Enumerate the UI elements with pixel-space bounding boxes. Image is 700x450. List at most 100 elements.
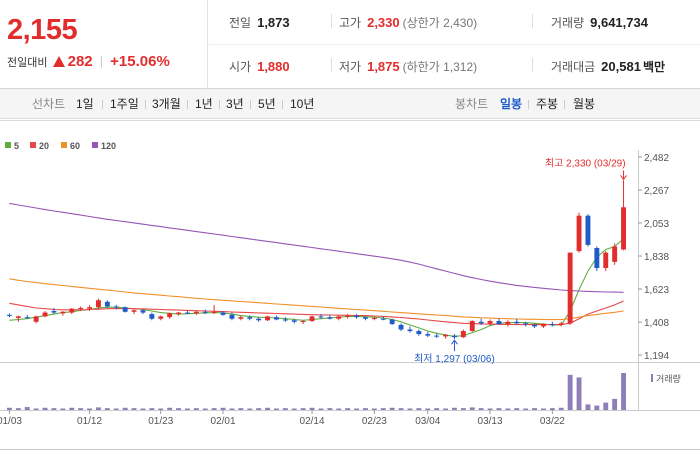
candle-body bbox=[336, 316, 342, 319]
monthly-candle-button[interactable]: 월봉 bbox=[573, 97, 596, 111]
candle-body bbox=[380, 318, 386, 320]
volume-bar bbox=[532, 408, 537, 410]
volume-bar bbox=[211, 408, 217, 410]
volume-bar bbox=[523, 408, 529, 410]
candle-body bbox=[69, 308, 75, 313]
candle-body bbox=[238, 317, 244, 319]
candle-body bbox=[389, 319, 395, 325]
date-tick-label: 02/01 bbox=[211, 416, 236, 427]
candle-body bbox=[291, 320, 297, 322]
period-10y-button[interactable]: 10년 bbox=[290, 97, 315, 111]
divider bbox=[187, 100, 188, 109]
prev-close-cell: 전일 1,873 bbox=[229, 15, 290, 31]
candle-body bbox=[612, 246, 618, 262]
ma-line-60 bbox=[9, 278, 624, 321]
prev-close-value: 1,873 bbox=[257, 15, 290, 30]
volume-bar bbox=[51, 408, 57, 410]
weekly-candle-button[interactable]: 주봉 bbox=[536, 97, 559, 111]
current-price: 2,155 bbox=[7, 14, 78, 46]
candle-body bbox=[60, 311, 66, 314]
date-tick-label: 03/13 bbox=[478, 416, 503, 427]
candle-body bbox=[7, 314, 12, 316]
change-percent: +15.06% bbox=[110, 53, 170, 70]
candle-body bbox=[363, 317, 368, 319]
volume-bar bbox=[327, 408, 333, 410]
volume-bar bbox=[167, 407, 173, 410]
volume-bar bbox=[425, 408, 431, 410]
candle-body bbox=[327, 317, 333, 319]
ma-line-120 bbox=[9, 202, 624, 293]
volume-bar bbox=[460, 408, 466, 410]
volume-bar bbox=[514, 408, 520, 410]
volume-bar bbox=[621, 373, 626, 410]
volume-bar bbox=[576, 377, 582, 410]
period-3m-button[interactable]: 3개월 bbox=[152, 97, 181, 111]
price-chart-area: 5 20 60 120 최고 2,330 (03/29) 최저 1,297 (03/06… bbox=[0, 120, 700, 450]
period-1w-button[interactable]: 1주일 bbox=[110, 97, 139, 111]
price-tick-label: 1,194 bbox=[644, 351, 669, 362]
volume-bar bbox=[202, 408, 208, 410]
change-label: 전일대비 bbox=[7, 57, 48, 69]
period-1d-button[interactable]: 1일 bbox=[76, 97, 94, 111]
volume-bar bbox=[78, 408, 84, 410]
candle-body bbox=[104, 301, 110, 307]
divider bbox=[528, 100, 529, 109]
candle-body bbox=[176, 312, 181, 315]
amount-cell: 거래대금 20,581 백만 bbox=[551, 59, 665, 75]
period-1y-button[interactable]: 1년 bbox=[195, 97, 213, 111]
volume-bar bbox=[247, 408, 253, 410]
date-tick-label: 01/03 bbox=[0, 416, 22, 427]
divider bbox=[219, 100, 220, 109]
legend-label-120: 120 bbox=[101, 141, 116, 151]
volume-bar bbox=[416, 408, 422, 410]
candle-body bbox=[443, 334, 448, 337]
volume-bar bbox=[612, 398, 618, 410]
date-tick-label: 03/04 bbox=[415, 416, 440, 427]
volume-bar bbox=[389, 407, 395, 410]
candle-body bbox=[51, 311, 57, 313]
volume-bar bbox=[33, 408, 39, 410]
volume-bar bbox=[7, 407, 12, 410]
high-annotation: 최고 2,330 (03/29) bbox=[545, 157, 626, 169]
volume-bar bbox=[478, 408, 484, 410]
volume-bar bbox=[113, 408, 119, 410]
candle-body bbox=[211, 311, 217, 313]
volume-bar bbox=[87, 408, 92, 410]
divider bbox=[282, 100, 283, 109]
legend-swatch-5 bbox=[5, 142, 11, 148]
volume-bar bbox=[193, 408, 199, 410]
quote-header: 2,155 전일대비 282 | +15.06% 전일 1,873 고가 2,330… bbox=[0, 0, 700, 89]
candle-body bbox=[460, 331, 466, 338]
candle-body bbox=[229, 314, 235, 319]
volume-bar bbox=[363, 408, 368, 410]
up-triangle-icon bbox=[52, 56, 65, 67]
line-chart-label: 선차트 bbox=[32, 97, 66, 111]
candle-body bbox=[15, 316, 21, 318]
daily-candle-button[interactable]: 일봉 bbox=[500, 97, 523, 111]
volume-bar bbox=[567, 374, 573, 410]
candle-body bbox=[407, 329, 413, 332]
volume-legend-label: 거래량 bbox=[656, 373, 681, 384]
divider bbox=[532, 58, 533, 72]
candle-body bbox=[131, 310, 137, 312]
price-axis: 2,482 2,267 2,053 1,838 1,623 1,408 1,194 bbox=[638, 153, 669, 362]
high-label: 고가 bbox=[339, 16, 362, 30]
candlestick-chart: 5 20 60 120 최고 2,330 (03/29) 최저 1,297 (03/06… bbox=[0, 120, 700, 450]
candle-body bbox=[202, 311, 208, 313]
low-value: 1,875 bbox=[367, 59, 400, 74]
period-3y-button[interactable]: 3년 bbox=[226, 97, 244, 111]
volume-bar bbox=[558, 407, 564, 410]
candle-body bbox=[140, 310, 146, 313]
volume-bar bbox=[274, 408, 279, 410]
ma-line-5 bbox=[9, 238, 624, 337]
period-5y-button[interactable]: 5년 bbox=[258, 97, 276, 111]
candle-body bbox=[345, 315, 351, 317]
open-cell: 시가 1,880 bbox=[229, 59, 290, 75]
date-tick-label: 02/14 bbox=[300, 416, 325, 427]
candle-body bbox=[113, 306, 119, 308]
chart-toolbar: 선차트 1일 1주일 3개월 1년 3년 5년 10년 봉차트 일봉 주봉 월봉 bbox=[0, 89, 700, 119]
amount-value: 20,581 bbox=[601, 59, 641, 74]
volume-bar bbox=[452, 407, 457, 410]
candle-body bbox=[496, 321, 502, 325]
prev-close-label: 전일 bbox=[229, 16, 252, 30]
